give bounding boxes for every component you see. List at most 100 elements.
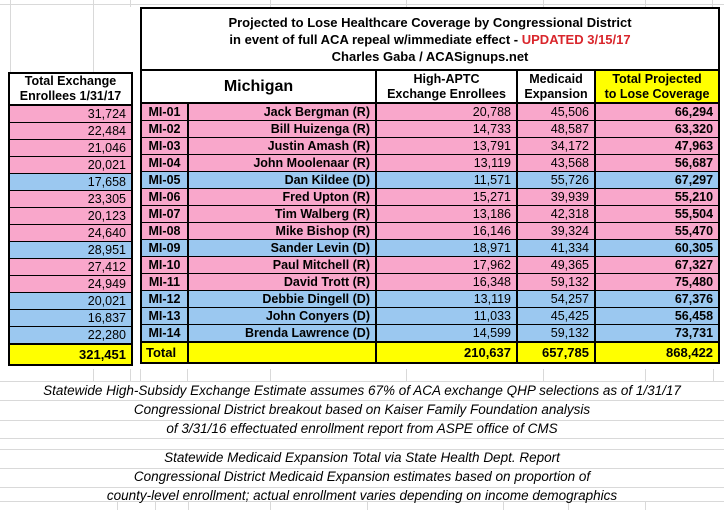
cell-representative[interactable]: David Trott (R): [187, 273, 377, 291]
cell-exchange-enrollees[interactable]: 20,123: [8, 207, 133, 225]
cell-total-lose[interactable]: 67,327: [593, 256, 721, 274]
cell-medicaid[interactable]: 59,132: [516, 273, 596, 291]
cell-high-aptc[interactable]: 17,962: [375, 256, 518, 274]
cell-exchange-enrollees[interactable]: 24,640: [8, 224, 133, 242]
cell-high-aptc[interactable]: 15,271: [375, 188, 518, 206]
cell-representative[interactable]: Sander Levin (D): [187, 239, 377, 257]
cell-total-lose[interactable]: 73,731: [593, 324, 721, 343]
cell-medicaid[interactable]: 42,318: [516, 205, 596, 223]
cell-exchange-enrollees[interactable]: 20,021: [8, 156, 133, 174]
cell-exchange-enrollees[interactable]: 23,305: [8, 190, 133, 208]
cell-high-aptc[interactable]: 18,971: [375, 239, 518, 257]
cell-medicaid[interactable]: 39,324: [516, 222, 596, 240]
col-header-high-aptc[interactable]: High-APTC Exchange Enrollees: [375, 69, 518, 104]
cell-medicaid[interactable]: 41,334: [516, 239, 596, 257]
cell-exchange-enrollees[interactable]: 16,837: [8, 309, 133, 327]
col-header-total-projected[interactable]: Total Projected to Lose Coverage: [593, 69, 721, 104]
table-title-cell[interactable]: Projected to Lose Healthcare Coverage by…: [139, 7, 721, 71]
cell-medicaid[interactable]: 45,425: [516, 307, 596, 325]
cell-total-lose[interactable]: 63,320: [593, 120, 721, 138]
cell-district[interactable]: MI-11: [140, 273, 189, 291]
cell-representative[interactable]: Debbie Dingell (D): [187, 290, 377, 308]
cell-medicaid[interactable]: 55,726: [516, 171, 596, 189]
district-row: MI-01 Jack Bergman (R) 20,788 45,506 66,294: [140, 102, 721, 121]
cell-representative[interactable]: John Conyers (D): [187, 307, 377, 325]
cell-representative[interactable]: Fred Upton (R): [187, 188, 377, 206]
cell-district[interactable]: MI-07: [140, 205, 189, 223]
cell-high-aptc[interactable]: 16,348: [375, 273, 518, 291]
cell-total-empty[interactable]: [187, 341, 377, 364]
cell-high-aptc[interactable]: 14,733: [375, 120, 518, 138]
cell-medicaid[interactable]: 49,365: [516, 256, 596, 274]
cell-district[interactable]: MI-04: [140, 154, 189, 172]
cell-district[interactable]: MI-01: [140, 102, 189, 121]
cell-total-lose[interactable]: 55,504: [593, 205, 721, 223]
cell-representative[interactable]: Bill Huizenga (R): [187, 120, 377, 138]
cell-exchange-enrollees[interactable]: 22,280: [8, 326, 133, 345]
cell-high-aptc[interactable]: 11,033: [375, 307, 518, 325]
cell-medicaid[interactable]: 59,132: [516, 324, 596, 343]
cell-medicaid[interactable]: 45,506: [516, 102, 596, 121]
cell-representative[interactable]: Brenda Lawrence (D): [187, 324, 377, 343]
cell-district[interactable]: MI-13: [140, 307, 189, 325]
cell-district[interactable]: MI-08: [140, 222, 189, 240]
cell-district[interactable]: MI-05: [140, 171, 189, 189]
cell-high-aptc[interactable]: 13,119: [375, 154, 518, 172]
cell-district[interactable]: MI-12: [140, 290, 189, 308]
cell-representative[interactable]: Tim Walberg (R): [187, 205, 377, 223]
cell-exchange-enrollees[interactable]: 31,724: [8, 104, 133, 123]
cell-district[interactable]: MI-03: [140, 137, 189, 155]
cell-total-lose[interactable]: 55,470: [593, 222, 721, 240]
cell-total-label[interactable]: Total: [140, 341, 189, 364]
cell-exchange-enrollees-total[interactable]: 321,451: [8, 343, 133, 366]
cell-total-lose[interactable]: 47,963: [593, 137, 721, 155]
cell-district[interactable]: MI-14: [140, 324, 189, 343]
cell-medicaid[interactable]: 54,257: [516, 290, 596, 308]
cell-representative[interactable]: Paul Mitchell (R): [187, 256, 377, 274]
cell-high-aptc-total[interactable]: 210,637: [375, 341, 518, 364]
cell-total-lose[interactable]: 60,305: [593, 239, 721, 257]
cell-exchange-enrollees[interactable]: 22,484: [8, 122, 133, 140]
cell-high-aptc[interactable]: 16,146: [375, 222, 518, 240]
cell-medicaid-total[interactable]: 657,785: [516, 341, 596, 364]
cell-medicaid[interactable]: 34,172: [516, 137, 596, 155]
cell-total-lose[interactable]: 67,376: [593, 290, 721, 308]
state-header-cell[interactable]: Michigan: [140, 69, 377, 104]
cell-medicaid[interactable]: 39,939: [516, 188, 596, 206]
cell-total-lose[interactable]: 66,294: [593, 102, 721, 121]
cell-high-aptc[interactable]: 20,788: [375, 102, 518, 121]
cell-high-aptc[interactable]: 13,186: [375, 205, 518, 223]
cell-district[interactable]: MI-09: [140, 239, 189, 257]
cell-total-lose[interactable]: 55,210: [593, 188, 721, 206]
gridline: [713, 369, 714, 381]
cell-medicaid[interactable]: 43,568: [516, 154, 596, 172]
cell-exchange-enrollees[interactable]: 28,951: [8, 241, 133, 259]
cell-representative[interactable]: John Moolenaar (R): [187, 154, 377, 172]
cell-total-lose[interactable]: 67,297: [593, 171, 721, 189]
cell-exchange-enrollees[interactable]: 21,046: [8, 139, 133, 157]
cell-high-aptc[interactable]: 11,571: [375, 171, 518, 189]
cell-representative[interactable]: Justin Amash (R): [187, 137, 377, 155]
cell-exchange-enrollees[interactable]: 20,021: [8, 292, 133, 310]
cell-high-aptc[interactable]: 14,599: [375, 324, 518, 343]
cell-representative[interactable]: Dan Kildee (D): [187, 171, 377, 189]
michigan-district-table: Projected to Lose Healthcare Coverage by…: [139, 7, 721, 364]
cell-total-lose[interactable]: 56,687: [593, 154, 721, 172]
cell-medicaid[interactable]: 48,587: [516, 120, 596, 138]
cell-total-lose[interactable]: 56,458: [593, 307, 721, 325]
cell-district[interactable]: MI-02: [140, 120, 189, 138]
cell-exchange-enrollees[interactable]: 17,658: [8, 173, 133, 191]
cell-total-lose[interactable]: 75,480: [593, 273, 721, 291]
cell-total-lose-total[interactable]: 868,422: [593, 341, 721, 364]
cell-district[interactable]: MI-10: [140, 256, 189, 274]
cell-high-aptc[interactable]: 13,791: [375, 137, 518, 155]
cell-representative[interactable]: Jack Bergman (R): [187, 102, 377, 121]
gridline: [406, 369, 407, 381]
cell-high-aptc[interactable]: 13,119: [375, 290, 518, 308]
cell-exchange-enrollees[interactable]: 27,412: [8, 258, 133, 276]
cell-district[interactable]: MI-06: [140, 188, 189, 206]
cell-representative[interactable]: Mike Bishop (R): [187, 222, 377, 240]
cell-exchange-enrollees[interactable]: 24,949: [8, 275, 133, 293]
col-header-medicaid[interactable]: Medicaid Expansion: [516, 69, 596, 104]
exchange-enrollees-header-cell[interactable]: Total Exchange Enrollees 1/31/17: [8, 72, 133, 106]
